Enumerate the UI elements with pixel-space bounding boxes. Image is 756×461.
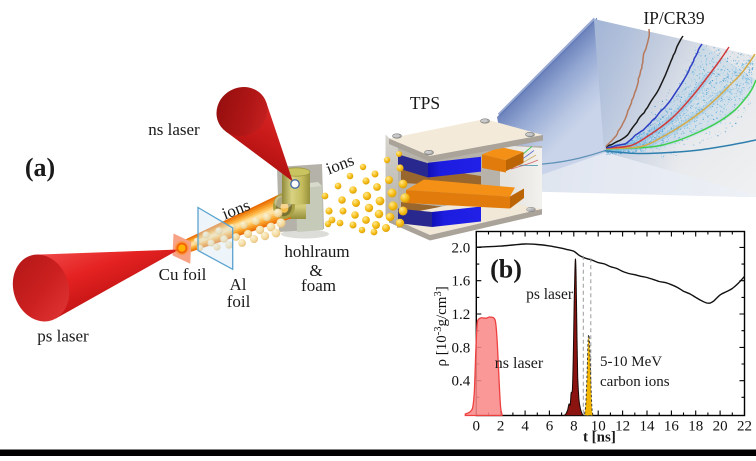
svg-text:foil: foil <box>227 292 251 311</box>
svg-text:hohlraum: hohlraum <box>284 242 349 261</box>
svg-text:ns laser: ns laser <box>495 355 544 372</box>
svg-text:22: 22 <box>737 419 752 435</box>
svg-text:0.8: 0.8 <box>452 340 471 356</box>
svg-text:ps laser: ps laser <box>37 327 89 346</box>
svg-text:TPS: TPS <box>410 93 440 113</box>
svg-text:8: 8 <box>570 419 578 435</box>
svg-text:14: 14 <box>639 419 655 435</box>
svg-text:18: 18 <box>688 419 703 435</box>
svg-text:foam: foam <box>301 276 336 295</box>
svg-text:1.2: 1.2 <box>452 307 471 323</box>
svg-text:0.4: 0.4 <box>452 374 471 390</box>
svg-text:(a): (a) <box>25 153 55 182</box>
svg-text:12: 12 <box>615 419 630 435</box>
svg-text:IP/CR39: IP/CR39 <box>643 8 705 28</box>
svg-text:20: 20 <box>713 419 728 435</box>
svg-text:10: 10 <box>591 419 606 435</box>
svg-text:1.6: 1.6 <box>452 274 471 290</box>
svg-text:6: 6 <box>546 419 554 435</box>
svg-text:(b): (b) <box>490 255 522 284</box>
svg-text:Al: Al <box>230 275 247 294</box>
svg-text:2: 2 <box>497 419 505 435</box>
svg-text:16: 16 <box>664 419 680 435</box>
svg-text:t [ns]: t [ns] <box>583 430 616 446</box>
svg-text:0: 0 <box>473 419 481 435</box>
svg-text:4: 4 <box>521 419 529 435</box>
svg-text:ρ [10-3g/cm3]: ρ [10-3g/cm3] <box>433 286 450 366</box>
svg-text:ps laser: ps laser <box>526 286 574 303</box>
svg-text:carbon ions: carbon ions <box>600 374 670 390</box>
svg-text:ns laser: ns laser <box>148 120 200 139</box>
svg-text:2.0: 2.0 <box>452 240 471 256</box>
svg-text:&: & <box>309 261 322 280</box>
svg-text:5-10 MeV: 5-10 MeV <box>600 354 662 370</box>
svg-text:Cu foil: Cu foil <box>159 265 207 284</box>
